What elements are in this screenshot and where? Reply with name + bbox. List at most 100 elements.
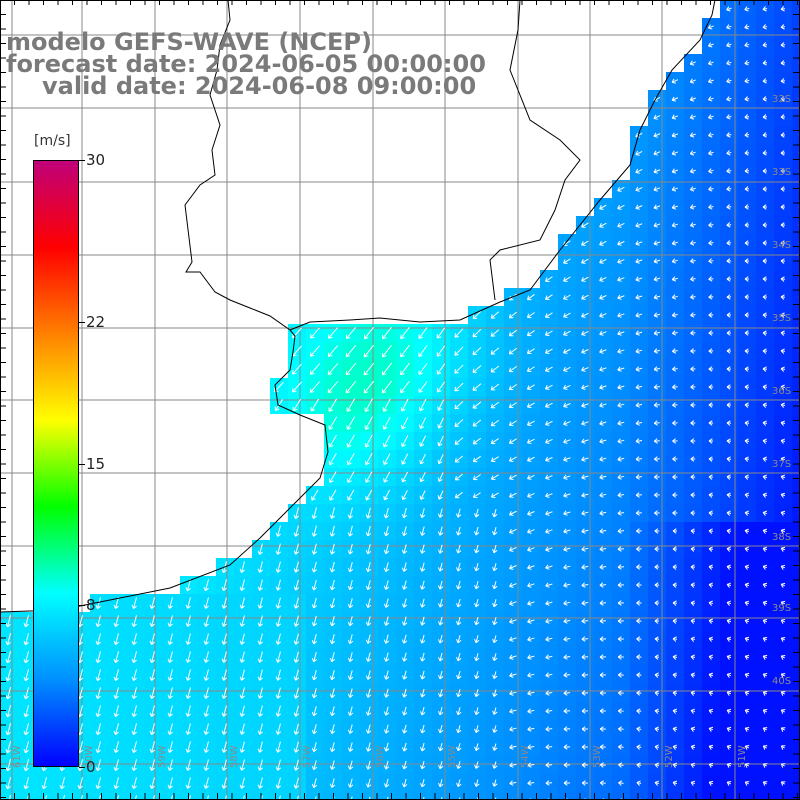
colorbar-tick-mark (79, 767, 85, 768)
wind-cell (450, 792, 468, 800)
wind-arrow (436, 363, 446, 375)
wind-arrow (762, 366, 768, 372)
wind-arrow (383, 453, 391, 465)
wind-arrow (545, 420, 553, 426)
wind-arrow (708, 132, 714, 138)
lat-label: 38S (772, 532, 791, 543)
wind-arrow (635, 384, 643, 390)
wind-arrow (726, 96, 732, 102)
wind-arrow (617, 348, 625, 354)
wind-arrow (780, 312, 786, 318)
wind-arrow (381, 380, 392, 394)
wind-arrow (635, 222, 643, 228)
wind-arrow (345, 362, 357, 376)
wind-cell (792, 396, 800, 414)
wind-cell (594, 792, 612, 800)
wind-arrow (310, 398, 320, 412)
wind-arrow (472, 346, 482, 356)
wind-arrow (653, 312, 661, 318)
wind-arrow (327, 345, 339, 357)
wind-arrow (762, 186, 768, 192)
wind-arrow (382, 398, 391, 412)
wind-cell (792, 378, 800, 396)
wind-arrow (744, 42, 750, 48)
wind-cell (18, 792, 36, 800)
wind-cell (756, 792, 774, 800)
wind-arrow (490, 347, 500, 355)
wind-arrow (508, 311, 517, 319)
wind-cell (792, 54, 800, 72)
wind-arrow (617, 384, 625, 390)
wind-arrow (762, 60, 768, 66)
wind-arrow (363, 344, 375, 358)
wind-arrow (780, 366, 786, 372)
wind-cell (792, 270, 800, 288)
wind-arrow (545, 366, 553, 372)
wind-cell (792, 144, 800, 162)
wind-arrow (419, 453, 426, 465)
wind-arrow (726, 294, 732, 300)
wind-arrow (689, 132, 696, 138)
wind-arrow (599, 222, 607, 228)
wind-arrow (744, 132, 750, 138)
wind-arrow (726, 258, 732, 264)
wind-arrow (762, 420, 768, 426)
wind-arrow (617, 276, 625, 282)
wind-arrow (689, 60, 696, 66)
wind-arrow (635, 420, 643, 426)
wind-arrow (671, 114, 679, 120)
wind-arrow (762, 6, 768, 12)
wind-arrow (635, 402, 643, 408)
wind-arrow (563, 348, 571, 354)
wind-arrow (780, 276, 786, 282)
wind-cell (486, 792, 504, 800)
wind-cell (306, 792, 324, 800)
wind-arrow (780, 438, 786, 444)
wind-cell (792, 612, 800, 630)
wind-arrow (690, 438, 696, 444)
wind-arrow (328, 452, 337, 466)
wind-arrow (381, 362, 392, 376)
wind-arrow (310, 327, 320, 339)
wind-arrow (508, 347, 518, 355)
wind-arrow (708, 294, 714, 300)
wind-arrow (671, 276, 678, 282)
wind-arrow (671, 258, 678, 264)
colorbar-tick-label: 22 (86, 312, 106, 331)
wind-arrow (671, 312, 678, 318)
wind-arrow (400, 398, 409, 412)
wind-cell (792, 90, 800, 108)
wind-arrow (599, 384, 607, 390)
colorbar-tick-label: 8 (86, 596, 96, 615)
wind-arrow (744, 78, 750, 84)
wind-arrow (762, 276, 768, 282)
wind-arrow (437, 454, 444, 465)
wind-cell (36, 792, 54, 800)
wind-arrow (780, 78, 786, 84)
wind-arrow (454, 364, 464, 374)
wind-cell (126, 792, 144, 800)
wind-arrow (346, 452, 355, 466)
wind-arrow (653, 240, 661, 246)
wind-arrow (363, 362, 375, 376)
wind-arrow (563, 402, 571, 408)
wind-cell (792, 792, 800, 800)
wind-arrow (545, 330, 553, 336)
wind-cell (342, 792, 360, 800)
wind-arrow (490, 401, 500, 409)
wind-arrow (653, 438, 660, 444)
wind-arrow (780, 168, 786, 174)
lon-label: 51W (737, 745, 748, 768)
wind-arrow (726, 312, 732, 318)
wind-arrow (472, 383, 482, 391)
lon-label: 57W (302, 745, 313, 768)
wind-cell (792, 450, 800, 468)
wind-arrow (617, 312, 625, 318)
wind-arrow (726, 420, 732, 426)
wind-arrow (744, 438, 750, 444)
wind-arrow (490, 456, 499, 463)
wind-arrow (708, 78, 714, 84)
wind-arrow (689, 168, 696, 174)
wind-arrow (599, 330, 607, 336)
